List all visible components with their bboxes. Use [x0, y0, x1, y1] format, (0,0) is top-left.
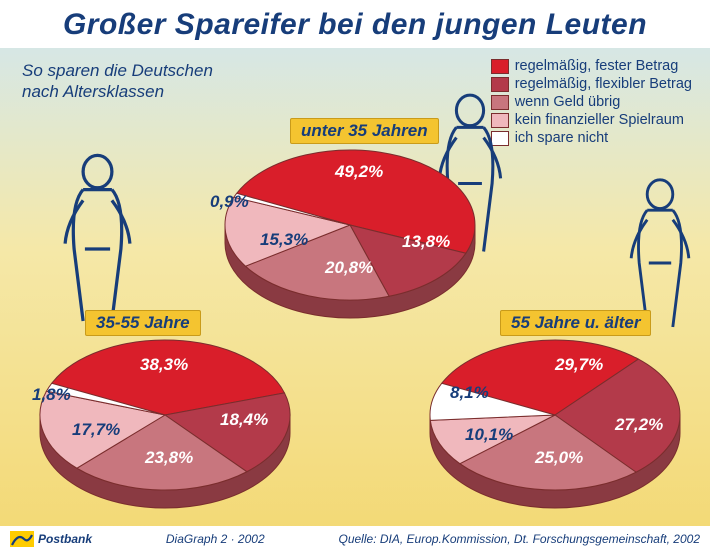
subtitle-line1: So sparen die Deutschen	[22, 61, 213, 80]
slice-value-label: 25,0%	[535, 448, 583, 468]
slice-value-label: 15,3%	[260, 230, 308, 250]
slice-value-label: 13,8%	[402, 232, 450, 252]
footer-source: Quelle: DIA, Europ.Kommission, Dt. Forsc…	[339, 532, 701, 546]
slice-value-label: 29,7%	[555, 355, 603, 375]
subtitle-line2: nach Altersklassen	[22, 82, 164, 101]
infographic-page: Großer Spareifer bei den jungen Leuten S…	[0, 0, 710, 552]
main-title: Großer Spareifer bei den jungen Leuten	[0, 8, 710, 42]
slice-value-label: 17,7%	[72, 420, 120, 440]
legend-label: ich spare nicht	[515, 130, 609, 146]
slice-value-label: 10,1%	[465, 425, 513, 445]
postbank-logo-icon	[10, 531, 34, 547]
legend-row: ich spare nicht	[491, 130, 692, 146]
legend-row: wenn Geld übrig	[491, 94, 692, 110]
slice-value-label: 27,2%	[615, 415, 663, 435]
title-bar: Großer Spareifer bei den jungen Leuten	[0, 0, 710, 48]
footer: Postbank DiaGraph 2 · 2002 Quelle: DIA, …	[0, 526, 710, 552]
legend-row: regelmäßig, flexibler Betrag	[491, 76, 692, 92]
legend-label: regelmäßig, flexibler Betrag	[515, 76, 692, 92]
legend-label: regelmäßig, fester Betrag	[515, 58, 679, 74]
slice-value-label: 1,8%	[32, 385, 71, 405]
legend: regelmäßig, fester Betrag regelmäßig, fle…	[491, 58, 692, 148]
legend-row: regelmäßig, fester Betrag	[491, 58, 692, 74]
person-illustration	[50, 150, 145, 330]
logo-text: Postbank	[38, 532, 92, 546]
legend-label: kein finanzieller Spielraum	[515, 112, 684, 128]
slice-value-label: 38,3%	[140, 355, 188, 375]
slice-value-label: 49,2%	[335, 162, 383, 182]
slice-value-label: 23,8%	[145, 448, 193, 468]
legend-swatch	[491, 59, 509, 74]
footer-diagraph: DiaGraph 2 · 2002	[92, 532, 338, 546]
legend-row: kein finanzieller Spielraum	[491, 112, 692, 128]
slice-value-label: 0,9%	[210, 192, 249, 212]
slice-value-label: 20,8%	[325, 258, 373, 278]
postbank-logo: Postbank	[10, 531, 92, 547]
slice-value-label: 8,1%	[450, 383, 489, 403]
slice-value-label: 18,4%	[220, 410, 268, 430]
subtitle: So sparen die Deutschen nach Altersklass…	[22, 60, 213, 103]
legend-label: wenn Geld übrig	[515, 94, 621, 110]
